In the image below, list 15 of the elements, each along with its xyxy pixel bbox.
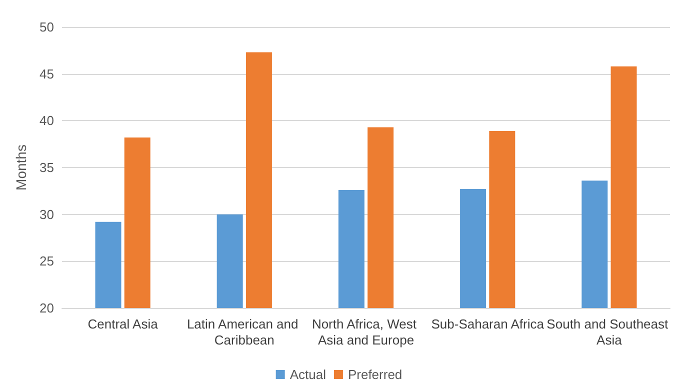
y-tick-label: 25 xyxy=(40,254,54,269)
y-tick-label: 20 xyxy=(40,300,54,316)
x-tick-label: North Africa, West Asia and Europe xyxy=(312,316,420,348)
legend-label: Actual xyxy=(290,367,326,382)
x-tick-label: South and Southeast Asia xyxy=(546,316,672,348)
y-tick-label: 40 xyxy=(40,113,54,128)
y-axis-title: Months xyxy=(13,144,29,190)
y-tick-label: 35 xyxy=(40,160,54,175)
y-tick-label: 30 xyxy=(40,206,54,222)
x-tick-label: Central Asia xyxy=(88,316,159,332)
y-tick-label: 45 xyxy=(40,66,54,82)
legend-label: Preferred xyxy=(348,367,402,382)
x-tick-label: Sub-Saharan Africa xyxy=(431,316,545,332)
x-tick-label: Latin American and Caribbean xyxy=(186,316,302,348)
y-tick-label: 50 xyxy=(40,20,54,34)
